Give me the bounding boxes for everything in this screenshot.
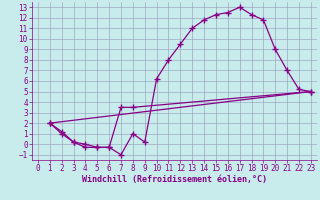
X-axis label: Windchill (Refroidissement éolien,°C): Windchill (Refroidissement éolien,°C) [82, 175, 267, 184]
